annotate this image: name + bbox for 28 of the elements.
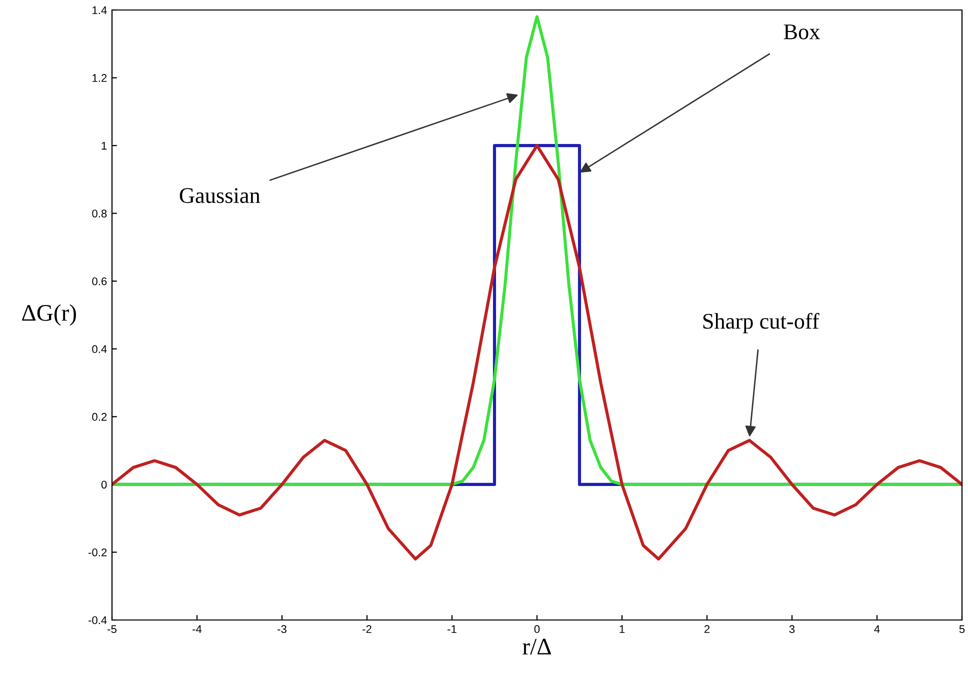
x-tick-label: -1 xyxy=(448,625,456,633)
x-tick-label: -2 xyxy=(362,625,372,633)
annotation: Gaussian xyxy=(180,188,260,204)
x-tick-label: 4 xyxy=(874,625,880,633)
y-tick-label: 0.8 xyxy=(92,210,107,218)
annotation: Sharp cut-off xyxy=(703,312,820,334)
x-tick-label: 5 xyxy=(959,625,965,634)
x-tick-label: 0 xyxy=(534,625,540,634)
y-tick-label: -0.4 xyxy=(88,616,107,624)
y-axis-title: ΔG(r) xyxy=(22,304,76,326)
y-tick-label: 1 xyxy=(102,142,107,150)
x-tick-label: 1 xyxy=(620,625,625,633)
x-tick-label: 3 xyxy=(789,625,795,634)
y-tick-label: -0.2 xyxy=(88,548,107,556)
x-tick-label: -4 xyxy=(192,625,202,633)
line-series xyxy=(112,15,962,486)
y-tick-label: 0.2 xyxy=(92,412,107,421)
y-tick-label: 0 xyxy=(101,480,107,489)
y-tick-label: 0.6 xyxy=(92,277,107,286)
x-tick-label: -3 xyxy=(278,625,286,634)
x-tick-label: -5 xyxy=(108,625,116,634)
annotation: Box xyxy=(784,24,820,40)
y-tick-label: 0.4 xyxy=(92,345,107,354)
x-axis-title: r/Δ xyxy=(522,638,551,655)
x-tick-label: 2 xyxy=(704,625,710,633)
line-series xyxy=(112,144,962,561)
y-tick-label: 1.4 xyxy=(92,6,107,14)
y-tick-label: 1.2 xyxy=(92,74,107,82)
